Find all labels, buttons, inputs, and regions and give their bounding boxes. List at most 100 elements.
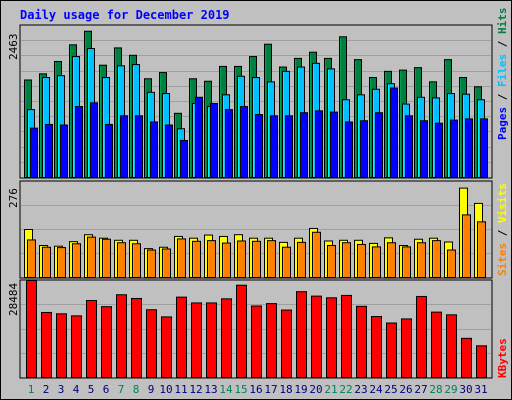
bar-sites-day-1	[27, 239, 36, 278]
bar-sites-day-19	[297, 241, 306, 279]
bar-pages-day-10	[165, 124, 173, 178]
bar-sites-day-6	[102, 238, 111, 279]
x-tick-label-7: 7	[118, 383, 125, 396]
bar-kbytes-day-17	[266, 303, 277, 379]
bar-pages-day-7	[120, 115, 128, 178]
legend-entry-kbytes: KBytes	[496, 338, 509, 378]
x-tick-label-8: 8	[133, 383, 140, 396]
y-max-label-bottom: 28484	[7, 283, 20, 316]
legend-entry-visits: Visits	[496, 183, 509, 223]
bar-pages-day-29	[450, 119, 458, 178]
bar-pages-day-8	[135, 115, 143, 178]
x-tick-label-9: 9	[148, 383, 155, 396]
bar-sites-day-22	[342, 242, 351, 278]
x-tick-label-15: 15	[234, 383, 247, 396]
bar-kbytes-day-23	[356, 305, 367, 379]
bar-kbytes-day-8	[131, 297, 142, 378]
bar-pages-day-27	[420, 120, 428, 178]
x-tick-label-20: 20	[309, 383, 322, 396]
bar-sites-day-2	[42, 246, 51, 279]
bar-sites-day-14	[222, 242, 231, 278]
x-tick-label-25: 25	[384, 383, 397, 396]
bar-sites-day-15	[237, 240, 246, 278]
x-tick-label-3: 3	[58, 383, 65, 396]
y-max-label-middle: 276	[7, 188, 20, 208]
x-tick-label-21: 21	[324, 383, 337, 396]
x-tick-label-30: 30	[459, 383, 472, 396]
bar-sites-day-28	[432, 240, 441, 278]
bar-sites-day-8	[132, 243, 141, 278]
bar-sites-day-7	[117, 242, 126, 278]
bar-pages-day-9	[150, 121, 158, 178]
legend-entry-hits: Hits	[496, 8, 509, 35]
bar-pages-day-16	[255, 114, 263, 178]
bar-sites-day-12	[192, 240, 201, 278]
bar-kbytes-day-11	[176, 296, 187, 379]
bar-pages-day-12	[195, 96, 203, 178]
bar-sites-day-27	[417, 242, 426, 278]
x-tick-label-28: 28	[429, 383, 442, 396]
x-tick-label-1: 1	[28, 383, 35, 396]
bar-pages-day-17	[270, 115, 278, 178]
bar-pages-day-21	[330, 111, 338, 178]
bar-kbytes-day-18	[281, 309, 292, 378]
bar-kbytes-day-5	[86, 300, 97, 379]
bar-sites-day-17	[267, 240, 276, 278]
bar-sites-day-25	[387, 242, 396, 278]
x-axis-labels: 1 2 3 4 5 6 7 8 9 10 11 12 13 14 15 16 17 18 19 20 21 22 23 24 2…	[28, 383, 488, 396]
x-tick-label-14: 14	[219, 383, 233, 396]
bar-kbytes-day-3	[56, 313, 67, 378]
bar-pages-day-5	[90, 102, 98, 178]
legend-bottom: KBytes	[496, 338, 509, 378]
x-tick-label-13: 13	[204, 383, 217, 396]
x-tick-label-27: 27	[414, 383, 427, 396]
bar-kbytes-day-25	[386, 322, 397, 379]
bar-pages-day-14	[225, 109, 233, 178]
bar-sites-day-23	[357, 243, 366, 279]
bar-pages-day-2	[45, 123, 53, 178]
bar-kbytes-day-29	[446, 314, 457, 379]
legend-separator: /	[496, 87, 509, 107]
bar-kbytes-day-15	[236, 284, 247, 378]
bar-pages-day-28	[435, 122, 443, 178]
bar-kbytes-day-30	[461, 337, 472, 379]
bar-sites-day-31	[477, 221, 486, 278]
bar-pages-day-11	[180, 139, 188, 178]
x-tick-label-10: 10	[159, 383, 172, 396]
x-tick-label-16: 16	[249, 383, 262, 396]
x-tick-label-4: 4	[73, 383, 80, 396]
chart-title: Daily usage for December 2019	[20, 8, 230, 22]
bar-kbytes-day-22	[341, 294, 352, 378]
legend-entry-pages: Pages	[496, 107, 509, 140]
bar-sites-day-5	[87, 236, 96, 278]
bar-sites-day-4	[72, 243, 81, 278]
bar-kbytes-day-16	[251, 305, 262, 379]
bar-kbytes-day-10	[161, 316, 172, 378]
bar-pages-day-1	[30, 127, 38, 179]
bar-pages-day-15	[240, 106, 248, 178]
bar-sites-day-24	[372, 246, 381, 279]
x-tick-label-26: 26	[399, 383, 412, 396]
bar-kbytes-day-1	[26, 280, 37, 378]
x-tick-label-23: 23	[354, 383, 367, 396]
bar-pages-day-25	[390, 87, 398, 178]
bar-kbytes-day-12	[191, 302, 202, 379]
bar-pages-day-30	[465, 118, 473, 178]
x-tick-label-11: 11	[174, 383, 187, 396]
bar-sites-day-20	[312, 231, 321, 278]
bar-pages-day-22	[345, 121, 353, 178]
x-tick-label-2: 2	[43, 383, 50, 396]
legend-middle: Sites / Visits	[496, 183, 509, 276]
bar-pages-day-23	[360, 120, 368, 178]
bar-kbytes-day-21	[326, 297, 337, 379]
bar-pages-day-6	[105, 123, 113, 178]
bar-kbytes-day-20	[311, 295, 322, 378]
bar-sites-day-3	[57, 247, 66, 279]
x-tick-label-19: 19	[294, 383, 307, 396]
x-tick-label-29: 29	[444, 383, 457, 396]
x-tick-label-31: 31	[474, 383, 487, 396]
bar-sites-day-13	[207, 240, 216, 278]
bar-kbytes-day-14	[221, 298, 232, 378]
